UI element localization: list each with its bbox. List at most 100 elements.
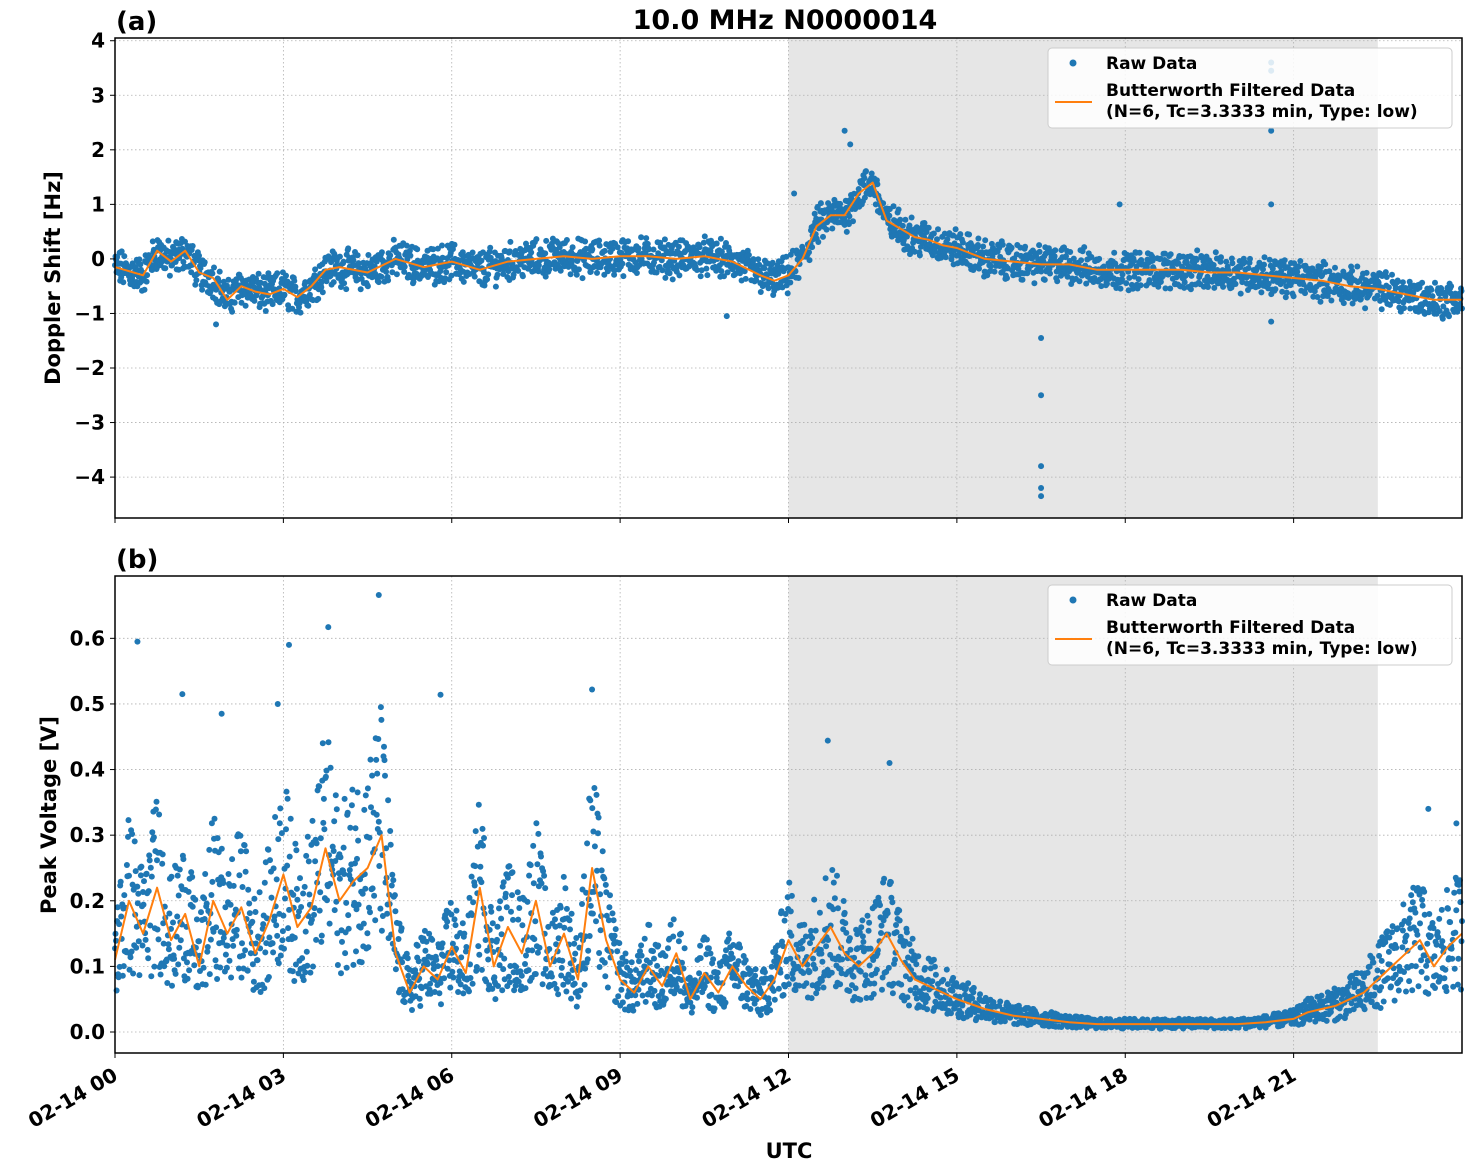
raw-point bbox=[430, 246, 437, 253]
raw-point bbox=[774, 942, 781, 949]
raw-point bbox=[749, 982, 756, 989]
raw-point bbox=[820, 984, 827, 991]
raw-point bbox=[1399, 279, 1406, 286]
raw-point bbox=[144, 272, 151, 279]
raw-point bbox=[623, 958, 629, 965]
raw-point bbox=[193, 277, 200, 284]
raw-point bbox=[724, 269, 731, 276]
raw-point bbox=[1429, 293, 1436, 300]
y-tick-label: −1 bbox=[74, 301, 105, 325]
raw-point bbox=[619, 999, 626, 1006]
raw-point bbox=[595, 830, 601, 837]
raw-point bbox=[293, 885, 300, 892]
raw-point bbox=[308, 916, 315, 923]
raw-point bbox=[861, 175, 868, 182]
raw-point bbox=[134, 900, 141, 907]
figure-title: 10.0 MHz N0000014 bbox=[633, 5, 938, 36]
raw-point bbox=[199, 286, 206, 293]
raw-point bbox=[209, 270, 216, 277]
raw-point bbox=[251, 297, 258, 304]
raw-point bbox=[1041, 276, 1048, 283]
raw-point bbox=[526, 872, 533, 879]
raw-point bbox=[222, 904, 229, 911]
raw-point bbox=[602, 973, 609, 980]
raw-point bbox=[534, 861, 541, 868]
raw-point bbox=[591, 843, 598, 850]
raw-point bbox=[371, 892, 378, 899]
raw-point bbox=[475, 943, 482, 950]
raw-point bbox=[148, 973, 155, 980]
y-tick-label: 1 bbox=[91, 192, 105, 216]
raw-point bbox=[230, 942, 237, 949]
raw-point bbox=[186, 967, 193, 974]
y-tick-label: 3 bbox=[91, 83, 105, 107]
raw-point bbox=[974, 242, 981, 248]
raw-point bbox=[607, 892, 613, 899]
raw-point bbox=[361, 806, 368, 813]
raw-point bbox=[924, 1006, 931, 1013]
raw-point bbox=[1045, 245, 1052, 252]
raw-point bbox=[786, 879, 793, 886]
raw-point bbox=[533, 236, 540, 243]
raw-point bbox=[475, 801, 482, 808]
raw-point bbox=[820, 233, 826, 240]
raw-point bbox=[123, 862, 130, 868]
raw-point bbox=[752, 966, 759, 973]
raw-point bbox=[137, 872, 144, 879]
raw-point bbox=[529, 947, 536, 954]
raw-point bbox=[327, 764, 334, 771]
raw-point bbox=[616, 940, 623, 947]
raw-point bbox=[1123, 280, 1130, 287]
raw-point bbox=[809, 935, 816, 941]
raw-point bbox=[292, 288, 299, 295]
raw-point bbox=[431, 989, 438, 995]
raw-point bbox=[788, 892, 795, 899]
raw-point bbox=[999, 241, 1006, 248]
raw-point bbox=[343, 286, 350, 293]
raw-point bbox=[292, 961, 299, 968]
raw-point bbox=[752, 972, 759, 979]
raw-point bbox=[255, 270, 262, 277]
raw-point bbox=[1119, 276, 1125, 283]
raw-point bbox=[944, 981, 951, 988]
raw-point bbox=[355, 260, 362, 267]
raw-point bbox=[266, 934, 273, 941]
raw-point bbox=[358, 959, 365, 966]
raw-point bbox=[207, 936, 214, 943]
raw-point bbox=[1385, 284, 1392, 291]
raw-point bbox=[808, 927, 814, 934]
raw-point bbox=[851, 954, 858, 961]
raw-point bbox=[184, 959, 190, 966]
raw-point bbox=[1439, 315, 1446, 322]
raw-point bbox=[675, 243, 682, 250]
raw-point bbox=[599, 848, 606, 855]
raw-point bbox=[443, 269, 450, 276]
raw-point bbox=[269, 940, 276, 947]
raw-point bbox=[509, 892, 515, 899]
raw-point bbox=[857, 968, 864, 975]
raw-point bbox=[779, 938, 785, 945]
raw-point bbox=[296, 908, 302, 915]
raw-point bbox=[878, 922, 885, 929]
raw-point bbox=[912, 984, 919, 991]
raw-point bbox=[460, 278, 467, 285]
raw-point bbox=[375, 818, 382, 825]
raw-point bbox=[523, 952, 529, 959]
raw-point bbox=[593, 918, 599, 925]
raw-point bbox=[246, 900, 253, 907]
raw-point bbox=[877, 902, 883, 909]
raw-point bbox=[160, 940, 167, 947]
raw-point bbox=[278, 830, 285, 837]
raw-point bbox=[548, 973, 555, 980]
raw-point bbox=[359, 890, 366, 897]
raw-point bbox=[886, 212, 893, 219]
raw-point bbox=[855, 186, 862, 192]
raw-point bbox=[237, 848, 244, 855]
raw-point bbox=[1383, 274, 1390, 280]
raw-point bbox=[289, 305, 296, 312]
raw-point bbox=[381, 743, 387, 750]
raw-point bbox=[563, 237, 570, 243]
raw-point bbox=[801, 921, 808, 928]
raw-point bbox=[300, 890, 307, 897]
legend-filtered-params-a: (N=6, Tc=3.3333 min, Type: low) bbox=[1106, 102, 1418, 122]
